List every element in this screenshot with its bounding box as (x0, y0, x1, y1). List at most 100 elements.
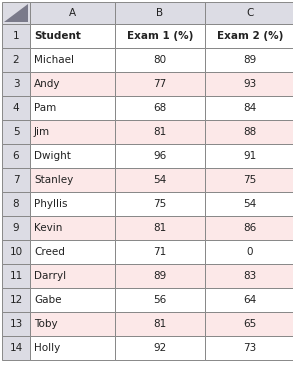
Bar (205, 240, 293, 264)
Bar (115, 96, 205, 120)
Text: 68: 68 (153, 103, 167, 113)
Text: Jim: Jim (34, 127, 50, 137)
Text: 14: 14 (9, 343, 23, 353)
Bar (30, 336, 115, 360)
Bar (2, 120, 30, 144)
Text: 7: 7 (13, 175, 19, 185)
Bar (205, 168, 293, 192)
Text: 3: 3 (13, 79, 19, 89)
Text: 89: 89 (153, 271, 167, 281)
Text: 88: 88 (243, 127, 257, 137)
Text: A: A (69, 8, 76, 18)
Text: 54: 54 (153, 175, 167, 185)
Bar (115, 240, 205, 264)
Text: Holly: Holly (34, 343, 60, 353)
Text: Creed: Creed (34, 247, 65, 257)
Text: Darryl: Darryl (34, 271, 66, 281)
Text: 93: 93 (243, 79, 257, 89)
Text: 13: 13 (9, 319, 23, 329)
Text: 8: 8 (13, 199, 19, 209)
Bar (115, 312, 205, 336)
Text: Toby: Toby (34, 319, 58, 329)
Text: 10: 10 (9, 247, 23, 257)
Polygon shape (4, 4, 28, 22)
Text: 12: 12 (9, 295, 23, 305)
Text: Kevin: Kevin (34, 223, 62, 233)
Bar (30, 96, 115, 120)
Bar (205, 72, 293, 96)
Text: 86: 86 (243, 223, 257, 233)
Bar (2, 312, 30, 336)
Bar (205, 312, 293, 336)
Bar (30, 216, 115, 240)
Bar (30, 2, 115, 24)
Bar (30, 120, 115, 144)
Text: 81: 81 (153, 223, 167, 233)
Bar (2, 240, 30, 264)
Bar (205, 144, 293, 168)
Bar (30, 72, 115, 96)
Text: B: B (156, 8, 163, 18)
Text: Phyllis: Phyllis (34, 199, 67, 209)
Bar (115, 144, 205, 168)
Text: C: C (246, 8, 254, 18)
Bar (30, 264, 115, 288)
Text: 11: 11 (9, 271, 23, 281)
Bar (205, 192, 293, 216)
Text: 4: 4 (13, 103, 19, 113)
Text: 73: 73 (243, 343, 257, 353)
Bar (30, 48, 115, 72)
Bar (205, 24, 293, 48)
Text: Exam 2 (%): Exam 2 (%) (217, 31, 283, 41)
Bar (115, 48, 205, 72)
Text: 92: 92 (153, 343, 167, 353)
Text: 96: 96 (153, 151, 167, 161)
Bar (115, 288, 205, 312)
Bar (205, 96, 293, 120)
Bar (30, 240, 115, 264)
Bar (30, 312, 115, 336)
Bar (30, 168, 115, 192)
Bar (2, 264, 30, 288)
Bar (115, 120, 205, 144)
Bar (2, 192, 30, 216)
Text: 81: 81 (153, 127, 167, 137)
Bar (205, 288, 293, 312)
Bar (30, 24, 115, 48)
Bar (115, 216, 205, 240)
Text: 1: 1 (13, 31, 19, 41)
Bar (115, 336, 205, 360)
Bar (205, 216, 293, 240)
Bar (115, 24, 205, 48)
Text: 77: 77 (153, 79, 167, 89)
Bar (2, 336, 30, 360)
Bar (2, 72, 30, 96)
Text: Michael: Michael (34, 55, 74, 65)
Bar (30, 144, 115, 168)
Text: 56: 56 (153, 295, 167, 305)
Text: 84: 84 (243, 103, 257, 113)
Text: 9: 9 (13, 223, 19, 233)
Bar (115, 168, 205, 192)
Text: 6: 6 (13, 151, 19, 161)
Text: 0: 0 (247, 247, 253, 257)
Bar (2, 288, 30, 312)
Text: 89: 89 (243, 55, 257, 65)
Bar (2, 2, 30, 24)
Bar (2, 48, 30, 72)
Text: 75: 75 (243, 175, 257, 185)
Text: 2: 2 (13, 55, 19, 65)
Bar (115, 2, 205, 24)
Text: 91: 91 (243, 151, 257, 161)
Text: Exam 1 (%): Exam 1 (%) (127, 31, 193, 41)
Bar (2, 216, 30, 240)
Text: 64: 64 (243, 295, 257, 305)
Text: 81: 81 (153, 319, 167, 329)
Text: Stanley: Stanley (34, 175, 73, 185)
Bar (115, 264, 205, 288)
Text: Student: Student (34, 31, 81, 41)
Bar (2, 96, 30, 120)
Bar (2, 24, 30, 48)
Text: 83: 83 (243, 271, 257, 281)
Bar (205, 120, 293, 144)
